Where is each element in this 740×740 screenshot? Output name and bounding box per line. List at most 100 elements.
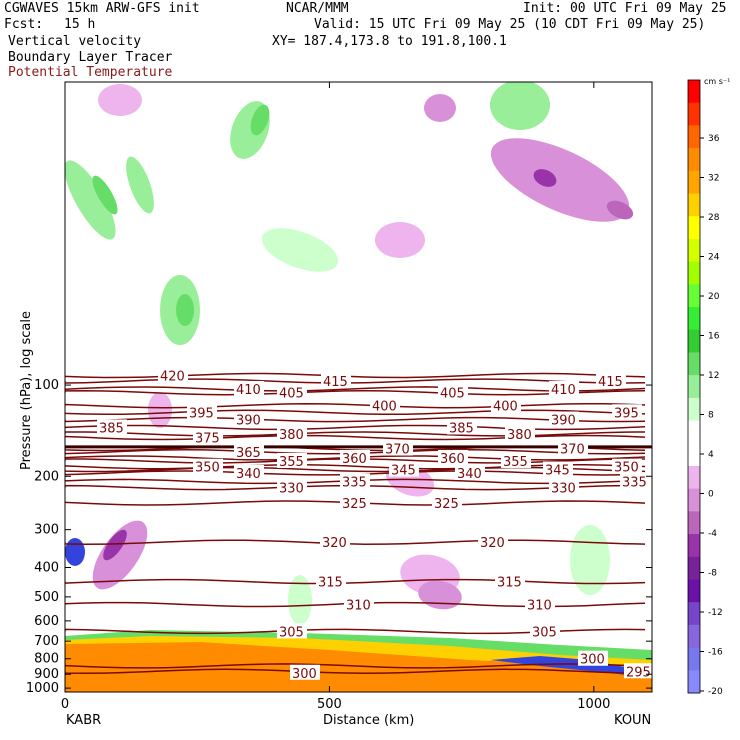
contour-label: 370: [385, 443, 410, 458]
contour-label: 360: [342, 452, 367, 467]
colorbar-swatch: [688, 624, 700, 649]
contour-label-bg: [277, 452, 307, 468]
contour-label: 395: [614, 406, 639, 421]
contour-label-bg: [525, 596, 555, 612]
velocity-blob: [261, 228, 339, 272]
colorbar-swatch: [688, 465, 700, 490]
contour-label-bg: [624, 663, 652, 679]
contour-label-bg: [340, 473, 370, 489]
colorbar-swatch: [688, 602, 700, 626]
colorbar-label: 4: [708, 450, 714, 460]
colorbar-swatch: [688, 216, 700, 240]
contour-label-bg: [234, 380, 264, 396]
contour-label-bg: [612, 404, 642, 420]
contour-label: 300: [292, 667, 317, 682]
colorbar-swatch: [688, 193, 700, 217]
y-tick-label: 900: [34, 667, 59, 682]
contour-label: 355: [503, 455, 528, 470]
contour-label: 375: [195, 432, 220, 447]
contour-label-bg: [321, 373, 351, 389]
contour-label: 310: [346, 599, 371, 614]
colorbar-frame: [687, 79, 701, 694]
theta-contour-line: [65, 372, 646, 379]
contour-label: 390: [236, 414, 261, 429]
colorbar-swatch: [688, 534, 700, 558]
velocity-blob: [490, 82, 550, 130]
colorbar-label: 8: [708, 411, 714, 421]
colorbar-label: 16: [708, 332, 720, 342]
contour-label-bg: [320, 534, 350, 550]
contour-label-bg: [549, 411, 579, 427]
theta-contour-line: [65, 663, 646, 669]
y-tick-label: 200: [34, 469, 59, 484]
valid-time: Valid: 15 UTC Fri 09 May 25 (10 CDT Fri …: [314, 17, 706, 32]
contour-label-bg: [234, 443, 264, 459]
y-tick-label: 800: [34, 652, 59, 667]
velocity-blob: [418, 580, 462, 610]
contour-label-bg: [234, 464, 264, 480]
y-axis-title: Pressure (hPa), log scale: [19, 311, 34, 470]
y-tick-label: 500: [34, 590, 59, 605]
x-end-label: KOUN: [614, 713, 651, 728]
colorbar-swatch: [688, 170, 700, 195]
y-tick-label: 700: [34, 634, 59, 649]
colorbar-swatch: [688, 329, 700, 353]
colorbar-swatch: [688, 261, 700, 285]
contour-label-bg: [505, 425, 535, 441]
contour-label-bg: [158, 367, 188, 383]
contour-label: 350: [195, 461, 220, 476]
velocity-blob: [570, 525, 610, 595]
theta-contours: 420 415 415 410 410 405 405 400 400 395 395 390 390 3…: [65, 367, 652, 682]
colorbar-swatch: [688, 488, 700, 512]
contour-label: 420: [160, 370, 185, 385]
cross-section-coords: XY= 187.4,173.8 to 191.8,100.1: [272, 34, 507, 49]
velocity-blob: [424, 94, 456, 122]
contour-label-bg: [97, 419, 127, 435]
velocity-blob: [148, 392, 172, 428]
y-tick-label: 400: [34, 561, 59, 576]
forecast-label: Fcst:: [4, 17, 44, 32]
colorbar-label: -4: [708, 529, 717, 539]
contour-label: 330: [279, 482, 304, 497]
colorbar-label: 28: [708, 213, 720, 223]
contour-label-bg: [370, 397, 400, 413]
velocity-blob: [126, 156, 154, 214]
contour-label: 410: [236, 383, 261, 398]
velocity-blob: [65, 160, 116, 240]
colorbar-label: 12: [708, 371, 719, 381]
colorbar-swatch: [688, 125, 700, 149]
colorbar-label: 20: [708, 292, 720, 302]
colorbar: cm s⁻¹ 36 32 28 24 20 16 12 8 4 0 -4 -8 -12 -16 -20: [687, 77, 730, 697]
contour-label: 380: [279, 428, 304, 443]
colorbar-swatch: [688, 80, 700, 104]
org-label: NCAR/MMM: [286, 1, 349, 16]
colorbar-swatch: [688, 670, 700, 694]
contour-label: 385: [99, 421, 124, 436]
y-tick-label: 300: [34, 523, 59, 538]
colorbar-swatch: [688, 238, 700, 263]
forecast-hour: 15 h: [64, 17, 96, 32]
colorbar-label: 36: [708, 134, 720, 144]
theta-contour-line: [65, 386, 646, 392]
theta-contour-line: [65, 416, 646, 423]
contour-label-bg: [543, 461, 573, 477]
colorbar-label: -16: [708, 648, 723, 658]
colorbar-swatch: [688, 352, 700, 376]
contour-label: 305: [279, 625, 304, 640]
contour-label-bg: [578, 650, 608, 666]
y-tick-label: 100: [34, 378, 59, 393]
colorbar-label: -8: [708, 569, 717, 579]
contour-label: 395: [189, 406, 214, 421]
contour-label: 295: [626, 665, 651, 680]
colorbar-swatch: [688, 307, 700, 331]
colorbar-swatch: [688, 284, 700, 308]
x-tick-label: 1000: [577, 697, 610, 712]
theta-contour-line: [65, 578, 646, 585]
field-vertical-velocity: Vertical velocity: [8, 34, 142, 49]
x-axis-title: Distance (km): [323, 713, 414, 728]
contour-label: 345: [391, 464, 416, 479]
colorbar-swatch: [688, 647, 700, 671]
contour-label: 380: [507, 428, 532, 443]
contour-label-bg: [491, 397, 521, 413]
contour-label-bg: [501, 452, 531, 468]
